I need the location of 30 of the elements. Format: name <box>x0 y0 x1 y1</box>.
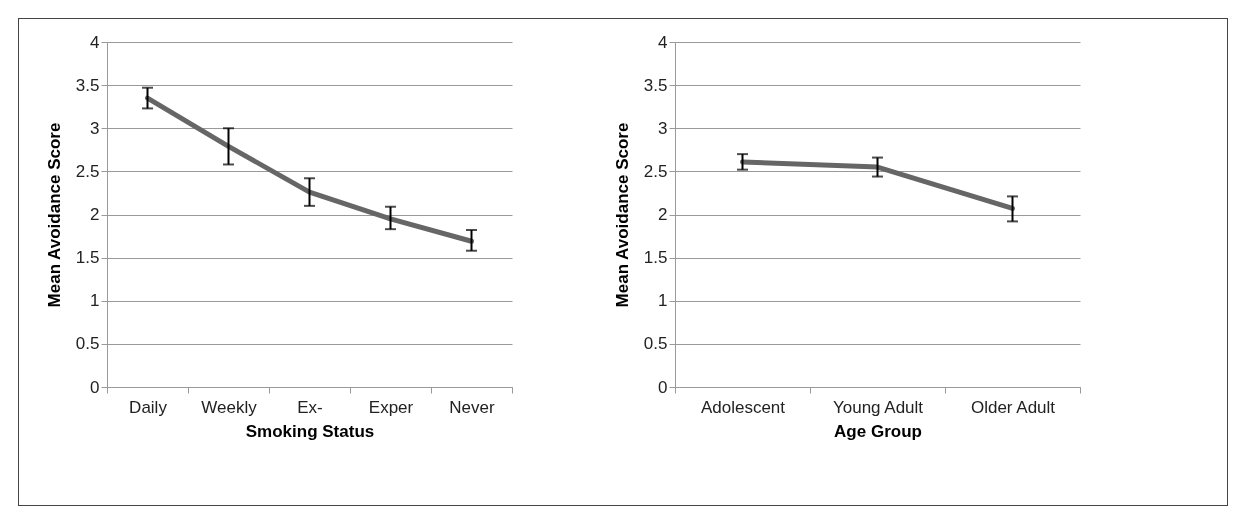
x-tick-label: Exper <box>368 397 414 417</box>
y-tick-label: 2.5 <box>75 161 100 181</box>
x-tick-label: Never <box>449 397 496 417</box>
y-tick-label: 4 <box>90 32 100 52</box>
y-tick-label: 2 <box>658 205 668 224</box>
x-tick-label: Ex- <box>297 397 323 417</box>
y-tick-label: 2 <box>90 205 100 224</box>
y-tick-label: 3 <box>658 118 668 138</box>
y-tick-label: 1 <box>90 291 100 311</box>
y-tick-label: 3 <box>90 118 100 138</box>
y-tick-label: 3.5 <box>75 75 100 95</box>
y-tick-label: 1.5 <box>75 248 100 268</box>
x-axis-title: Age Group <box>834 421 922 441</box>
y-axis-title: Mean Avoidance Score <box>612 122 632 308</box>
x-tick-label: Adolescent <box>700 397 786 417</box>
y-axis-title: Mean Avoidance Score <box>44 122 64 308</box>
y-tick-label: 1.5 <box>643 248 668 268</box>
y-tick-label: 0 <box>90 377 100 397</box>
y-tick-label: 0.5 <box>643 334 668 354</box>
y-tick-label: 1 <box>658 291 668 311</box>
x-tick-label: Weekly <box>201 397 258 417</box>
y-tick-label: 2.5 <box>643 161 668 181</box>
x-tick-label: Older Adult <box>970 397 1056 417</box>
x-tick-label: Daily <box>129 397 168 417</box>
y-tick-label: 3.5 <box>643 75 668 95</box>
y-tick-label: 0.5 <box>75 334 100 354</box>
y-tick-label: 4 <box>658 32 668 52</box>
y-tick-label: 0 <box>658 377 668 397</box>
x-axis-title: Smoking Status <box>245 421 375 441</box>
x-tick-label: Young Adult <box>832 397 924 417</box>
